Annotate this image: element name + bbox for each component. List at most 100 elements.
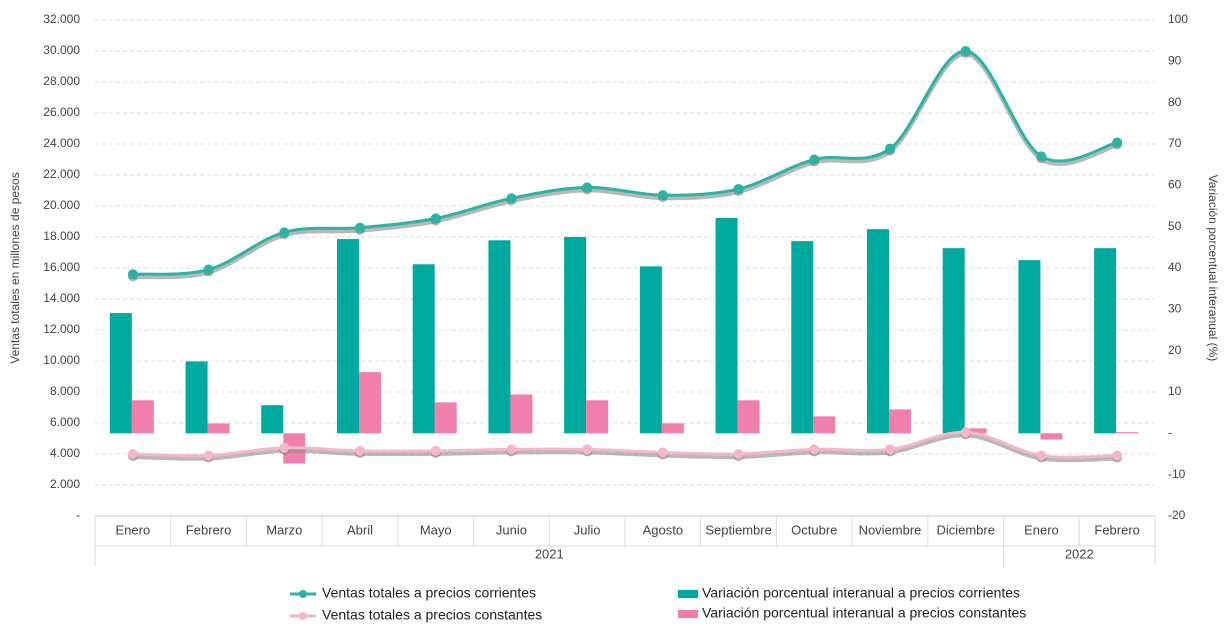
bar [964,428,987,434]
bar [359,372,381,434]
bar [867,229,889,434]
x-tick-label: Mayo [420,522,452,537]
bar [510,394,533,434]
y-tick-label: 8.000 [50,384,80,398]
bar [1116,432,1139,434]
x-tick-label: Septiembre [705,522,771,537]
y-tick-label: 18.000 [43,229,80,243]
point [582,182,593,193]
bar [207,423,230,434]
y2-tick-label: 80 [1168,95,1182,109]
point [506,193,517,204]
bar [434,402,457,434]
bar [1040,433,1063,440]
y2-tick-label: 100 [1168,12,1188,26]
y-tick-label: 20.000 [43,198,80,212]
point [657,190,668,201]
x-tick-label: Octubre [791,522,837,537]
x-tick-label: Agosto [643,522,683,537]
bar [586,400,609,434]
y-axis-title: Ventas totales en millones de pesos [8,172,22,363]
x-tick-label: Febrero [186,522,232,537]
y-tick-label: 28.000 [43,74,80,88]
y2-tick-label: - [1168,426,1172,440]
point [809,154,820,165]
bar [185,361,208,434]
bar [1094,248,1117,434]
y-tick-label: 12.000 [43,322,80,336]
y-tick-label: - [76,508,80,522]
point [1036,450,1047,461]
x-tick-label: Enero [116,522,151,537]
point [355,445,365,456]
x-tick-label: Abril [347,522,373,537]
x-tick-label: Julio [574,522,601,537]
point [127,449,138,459]
y-tick-label: 4.000 [50,446,80,460]
group-label: 2022 [1065,546,1094,561]
bar [337,239,359,434]
point [960,427,971,438]
point [960,46,971,56]
y2-axis-title: Variación porcentual interanual (%) [1206,175,1220,362]
legend-swatch [299,612,307,620]
y-tick-label: 16.000 [43,260,80,274]
y2-tick-label: 50 [1168,219,1182,233]
legend-label: Ventas totales a precios constantes [322,607,542,623]
group-label: 2021 [535,546,564,561]
point [1112,450,1123,461]
bar [661,423,684,434]
bar [1018,260,1041,434]
x-tick-label: Febrero [1094,522,1140,537]
x-tick-label: Marzo [266,522,302,537]
y2-tick-label: 40 [1168,260,1182,274]
y2-tick-label: 10 [1168,384,1182,398]
y-tick-label: 32.000 [43,12,80,26]
bar [564,237,587,434]
point [733,183,744,194]
x-tick-label: Noviembre [859,522,922,537]
point [1112,137,1123,148]
bar [639,266,662,434]
x-tick-label: Enero [1024,522,1059,537]
point [279,227,290,238]
point [430,213,441,224]
point [506,444,517,455]
bar [412,264,435,434]
legend-swatch [299,590,307,598]
bar [131,400,154,434]
point [203,450,214,461]
point [203,264,214,275]
point [733,449,744,459]
legend-label: Ventas totales a precios corrientes [322,585,536,601]
x-tick-label: Junio [496,522,527,537]
bar [715,217,738,434]
y-tick-label: 14.000 [43,291,80,305]
y-tick-label: 24.000 [43,136,80,150]
point [1036,151,1047,162]
bar [488,240,511,434]
legend-label: Variación porcentual interanual a precio… [702,585,1020,601]
point [885,143,895,154]
bar [109,313,132,434]
point [127,269,138,280]
point [657,447,668,458]
y-tick-label: 2.000 [50,477,80,491]
y2-tick-label: 30 [1168,302,1182,316]
point [885,444,895,455]
x-tick-label: Diciembre [936,522,995,537]
y-tick-label: 30.000 [43,43,80,57]
bar [889,409,911,434]
legend-swatch [678,590,698,598]
point [582,444,593,455]
point [355,222,365,233]
legend-label: Variación porcentual interanual a precio… [702,605,1026,621]
y-tick-label: 6.000 [50,415,80,429]
y2-tick-label: 60 [1168,178,1182,192]
point [279,442,290,453]
bar [813,416,836,434]
bar [791,241,814,434]
y-tick-label: 22.000 [43,167,80,181]
y2-tick-label: 70 [1168,136,1182,150]
